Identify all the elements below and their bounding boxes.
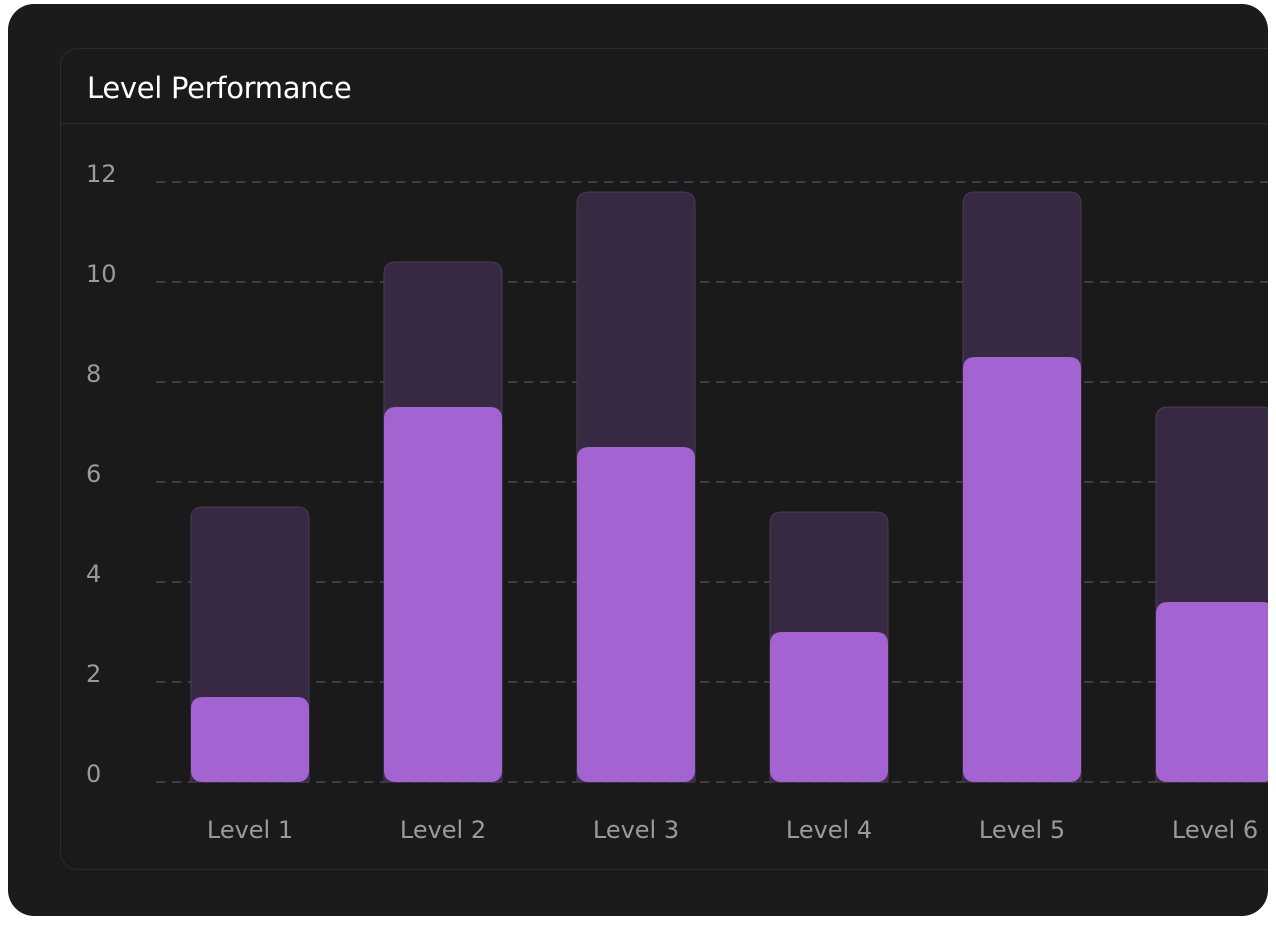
y-tick-label: 6 bbox=[86, 460, 101, 488]
x-tick-label: Level 6 bbox=[1172, 816, 1258, 844]
x-tick-label: Level 2 bbox=[400, 816, 486, 844]
card-header: Level Performance bbox=[61, 49, 1268, 124]
x-tick-label: Level 4 bbox=[786, 816, 872, 844]
value-bar bbox=[770, 632, 888, 782]
y-tick-label: 12 bbox=[86, 160, 117, 188]
bars bbox=[190, 191, 1268, 783]
x-axis-labels: Level 1 Level 2 Level 3 Level 4 Level 5 Level… bbox=[207, 816, 1258, 844]
value-bar bbox=[963, 357, 1081, 782]
x-tick-label: Level 1 bbox=[207, 816, 293, 844]
x-tick-label: Level 3 bbox=[593, 816, 679, 844]
y-tick-label: 10 bbox=[86, 260, 117, 288]
value-bar bbox=[191, 697, 309, 782]
y-tick-label: 2 bbox=[86, 660, 101, 688]
y-tick-label: 0 bbox=[86, 760, 101, 788]
x-tick-label: Level 5 bbox=[979, 816, 1065, 844]
gridlines bbox=[156, 181, 1268, 783]
value-bar bbox=[1156, 602, 1268, 782]
value-bar bbox=[577, 447, 695, 782]
card-title: Level Performance bbox=[87, 71, 352, 105]
y-tick-label: 4 bbox=[86, 560, 101, 588]
app-frame: Level Performance 0 2 4 6 8 10 12 Level 1 Level… bbox=[8, 4, 1268, 916]
y-axis-ticks: 0 2 4 6 8 10 12 bbox=[86, 160, 117, 788]
y-tick-label: 8 bbox=[86, 360, 101, 388]
value-bar bbox=[384, 407, 502, 782]
